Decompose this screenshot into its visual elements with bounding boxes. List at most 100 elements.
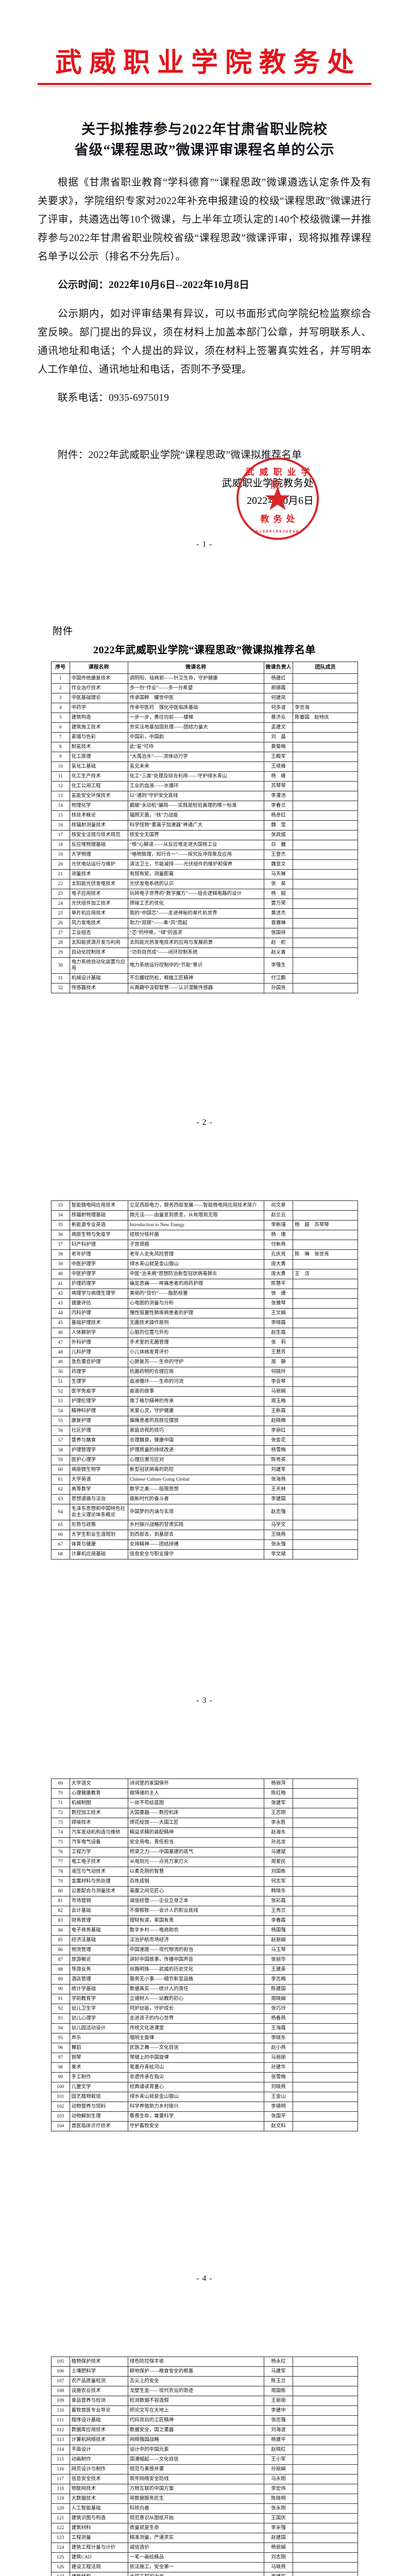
row-team-members bbox=[293, 810, 358, 821]
table-row: 91 学前教育学 立德树人——幼教的初心 周晓娟 bbox=[51, 1994, 358, 2004]
table-row: 95 声乐 唱响主旋律 李晓东 bbox=[51, 2033, 358, 2043]
row-index: 124 bbox=[51, 2543, 70, 2553]
row-leader: 白 巍 bbox=[263, 840, 294, 850]
row-leader: 张志强 bbox=[263, 2415, 294, 2426]
row-team-members bbox=[293, 2405, 358, 2416]
row-team-members bbox=[293, 1298, 358, 1309]
table-row: 72 数控加工技术 大国重器——数控机床 王志刚 bbox=[51, 1808, 358, 1818]
row-micro-course-name: 我的“中国芯”——走进神秘的单片机世界 bbox=[127, 908, 264, 919]
row-leader: 刘志刚 bbox=[263, 2552, 294, 2563]
row-micro-course-name: 戈壁生金——现代农业的奇迹 bbox=[127, 2386, 264, 2396]
row-course-name: 护理伦理学 bbox=[69, 1396, 128, 1406]
table-row: 9 化工原理 “大禹治水”——流体动力学 王殿军 bbox=[51, 752, 358, 762]
row-leader: 赵小燕 bbox=[263, 2043, 294, 2053]
table-row: 8 制氢技术 此“氢”可待 黄菊梅 bbox=[51, 742, 358, 752]
row-leader: 孙建华 bbox=[263, 2062, 294, 2073]
row-index: 77 bbox=[51, 1857, 70, 1867]
row-micro-course-name: 把论文写在大地上 bbox=[127, 2405, 264, 2416]
row-leader: 李宏伟 bbox=[263, 2484, 294, 2494]
table-row: 115 动画制作 国漫崛起——文化自信 王小军 bbox=[51, 2454, 358, 2465]
table-row: 106 土壤肥料学 耕地保护——粮食安全的根基 马建军 bbox=[51, 2366, 358, 2377]
table-row: 30 电力系统自动化装置与应用 电力系统运行控制中的“节能”意识 李强生 bbox=[51, 957, 358, 974]
table-row: 7 素描与色彩 中国彩，中国韵刘 晶 bbox=[51, 732, 358, 742]
page-1: 武威职业学院教务处 关于拟推荐参与2022年甘肃省职业院校 省级“课程思政”微课… bbox=[0, 0, 409, 578]
row-micro-course-name: 数据安全，国之重器 bbox=[127, 2425, 264, 2435]
row-course-name: 太阳能光伏发电技术 bbox=[69, 879, 128, 889]
row-team-members bbox=[293, 1240, 358, 1250]
row-index: 18 bbox=[51, 840, 70, 850]
row-course-name: 传感器技术 bbox=[69, 983, 128, 993]
row-micro-course-name: 戳破“永动机”骗局——实践是检验真理的唯一标准 bbox=[127, 801, 264, 811]
row-index: 119 bbox=[51, 2494, 70, 2504]
row-micro-course-name: 民族之舞——文化自信 bbox=[127, 2043, 264, 2053]
row-course-name: 心理健康教育 bbox=[69, 1788, 128, 1799]
row-micro-course-name: 以柔克刚的智慧 bbox=[127, 1867, 264, 1877]
table-row: 84 电子商务基础 数字乡村——电商助农 杨国强 bbox=[51, 1925, 358, 1936]
row-leader: 张国平 bbox=[263, 2111, 294, 2122]
table-row: 120 人工智能基础 科技向善 张永刚 bbox=[51, 2503, 358, 2514]
row-index: 14 bbox=[51, 801, 70, 811]
row-micro-course-name: 传承中医药 强化中医临床基础 bbox=[127, 703, 264, 713]
row-team-members bbox=[293, 1798, 358, 1808]
row-micro-course-name: 痛定思痛——疼痛患者的用药护理 bbox=[127, 1279, 264, 1289]
table-row: 44 内科护理 慢性阻塞性肺疾病患者的护理 王文娟 bbox=[51, 1308, 358, 1318]
row-leader: 杨建红 bbox=[263, 673, 294, 684]
row-leader: 李晓霞 bbox=[263, 1318, 294, 1328]
row-index: 88 bbox=[51, 1964, 70, 1975]
row-team-members bbox=[293, 771, 358, 782]
row-leader: 尚文泉 bbox=[263, 1200, 294, 1211]
row-micro-course-name: 结核分枝杆菌 bbox=[127, 1230, 264, 1240]
row-leader: 魏 莹 bbox=[263, 820, 294, 831]
table-row: 69 大学语文 诗词里的家国情怀 杨丽萍 bbox=[51, 1778, 358, 1789]
row-leader: 王天林 bbox=[263, 1484, 294, 1495]
row-index: 4 bbox=[51, 703, 70, 713]
row-index: 55 bbox=[51, 1416, 70, 1426]
document-title-line-2: 省级“课程思政”微课评审课程名单的公示 bbox=[74, 142, 335, 158]
row-leader: 刘国栋 bbox=[263, 1867, 294, 1877]
row-index: 46 bbox=[51, 1328, 70, 1338]
row-course-name: 健康评估 bbox=[69, 1298, 128, 1309]
row-index: 61 bbox=[51, 1475, 70, 1485]
row-leader: 王新霞 bbox=[263, 1406, 294, 1416]
table-row: 86 物流管理 中国速度——现代物流的担当 马玉琴 bbox=[51, 1945, 358, 1955]
table-row: 114 平面设计 设计中的中国元素 赵晓红 bbox=[51, 2445, 358, 2455]
table-row: 119 大数据技术 用数据服务民生 陈晓明 bbox=[51, 2494, 358, 2504]
row-team-members bbox=[293, 830, 358, 840]
row-leader: 赵晓红 bbox=[263, 2445, 294, 2455]
table-row: 73 焊接技术 焊花绽放——大国工匠 李永胜 bbox=[51, 1818, 358, 1828]
row-leader: 李德明 bbox=[263, 2102, 294, 2112]
row-team-members bbox=[293, 1818, 358, 1828]
row-index: 81 bbox=[51, 1896, 70, 1906]
row-team-members bbox=[293, 752, 358, 762]
row-course-name: 程序设计基础 bbox=[69, 2415, 128, 2426]
row-index: 19 bbox=[51, 850, 70, 860]
row-team-members bbox=[293, 2464, 358, 2475]
row-team-members bbox=[293, 1925, 358, 1936]
table-body-part-3: 69 大学语文 诗词里的家国情怀 杨丽萍 70 心理健康教育 做情绪的主人 陈红梅 71 机械制图… bbox=[51, 1778, 358, 2131]
table-row: 21 测量技术 有规有矩，测量距离 马天琳 bbox=[51, 869, 358, 879]
row-micro-course-name: 关爱心灵，守护健康 bbox=[127, 1406, 264, 1416]
row-team-members bbox=[293, 1367, 358, 1377]
table-row: 117 信息安全技术 筑牢网络安全防线 马永刚 bbox=[51, 2474, 358, 2484]
row-leader: 马建军 bbox=[263, 2366, 294, 2377]
row-micro-course-name: 国漫崛起——文化自信 bbox=[127, 2454, 264, 2465]
row-index: 79 bbox=[51, 1876, 70, 1887]
row-micro-course-name: 守护畜牧安全 bbox=[127, 2121, 264, 2131]
row-index: 114 bbox=[51, 2445, 70, 2455]
row-micro-course-name: 大国工程的力量 bbox=[127, 2572, 264, 2576]
row-team-members bbox=[293, 2572, 358, 2576]
row-index: 90 bbox=[51, 1984, 70, 1994]
row-team-members bbox=[293, 957, 358, 974]
row-leader: 张政威 bbox=[263, 830, 294, 840]
row-leader: 苏琴琴 bbox=[263, 781, 294, 791]
row-team-members bbox=[293, 673, 358, 684]
row-course-name: 大学语文 bbox=[69, 1778, 128, 1789]
table-row: 46 人体解剖学 心脏的位置与外形 赵生霞 bbox=[51, 1328, 358, 1338]
row-team-members bbox=[293, 1876, 358, 1887]
row-index: 92 bbox=[51, 2004, 70, 2014]
row-micro-course-name: 诚信经营——企业立身之本 bbox=[127, 1896, 264, 1906]
row-leader: 张 莉 bbox=[263, 1337, 294, 1348]
row-micro-course-name: 家庭访视的技巧 bbox=[127, 1426, 264, 1436]
table-row: 121 建筑识图与构造 规范意识从图纸开始 王国庆 bbox=[51, 2513, 358, 2523]
table-row: 53 护理伦理学 南丁格尔精神的传承 周玉梅 bbox=[51, 1396, 358, 1406]
